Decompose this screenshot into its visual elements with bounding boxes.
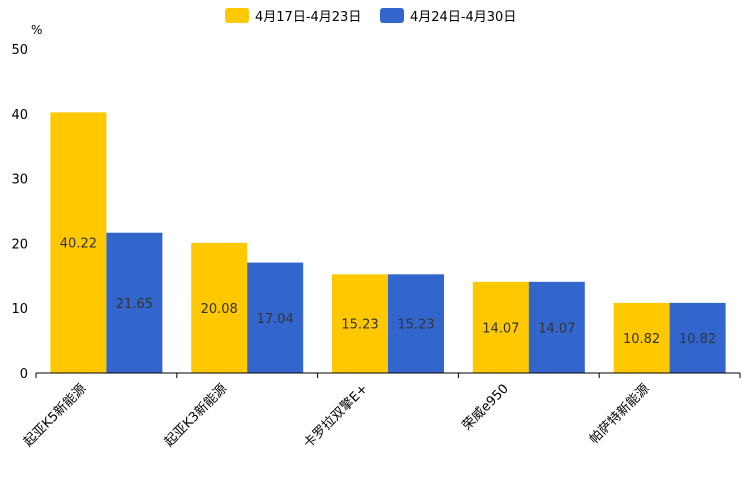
bar-1-1[interactable] xyxy=(50,112,107,374)
data-label-1-5: 10.82 xyxy=(623,332,660,347)
bar-1-5[interactable] xyxy=(613,302,670,373)
data-label-1-3: 15.23 xyxy=(341,318,378,333)
bar-2-3[interactable] xyxy=(388,274,444,373)
bar-1-3[interactable] xyxy=(332,274,388,373)
x-category-label: 帕萨特新能源 xyxy=(586,381,652,447)
x-category-label: 起亚K5新能源 xyxy=(20,381,89,450)
bar-1-2[interactable] xyxy=(191,242,248,373)
legend-label-series-1[interactable]: 4月17日-4月23日 xyxy=(255,10,361,25)
legend-swatch-series-1[interactable] xyxy=(225,8,249,23)
legend-swatch-series-2[interactable] xyxy=(380,8,404,23)
y-tick-label: 30 xyxy=(11,173,28,188)
legend-label-series-2[interactable]: 4月24日-4月30日 xyxy=(410,10,516,25)
x-axis-ticks xyxy=(35,373,741,378)
bar-2-5[interactable] xyxy=(669,302,726,373)
bar-1-4[interactable] xyxy=(472,281,529,373)
y-tick-label: 20 xyxy=(11,237,28,252)
data-label-2-3: 15.23 xyxy=(397,318,434,333)
x-category-label: 荣威e950 xyxy=(460,381,512,433)
data-label-1-4: 14.07 xyxy=(482,321,519,336)
data-label-1-1: 40.22 xyxy=(60,237,97,252)
x-axis-labels: 起亚K5新能源 起亚K3新能源 卡罗拉双擎E+ 荣威e950 帕萨特新能源 xyxy=(20,381,652,452)
data-label-1-2: 20.08 xyxy=(201,302,238,317)
bar-2-2[interactable] xyxy=(247,262,304,373)
y-tick-label: 10 xyxy=(11,302,28,317)
x-category-label: 起亚K3新能源 xyxy=(161,381,230,450)
y-tick-label: 50 xyxy=(11,43,28,58)
legend: 4月17日-4月23日 4月24日-4月30日 xyxy=(225,8,516,25)
y-axis-ticks: 0 10 20 30 40 50 xyxy=(11,43,28,382)
data-label-2-1: 21.65 xyxy=(116,297,153,312)
data-label-2-4: 14.07 xyxy=(538,321,575,336)
data-labels: 40.22 21.65 20.08 17.04 15.23 15.23 14.07 14.07… xyxy=(60,237,716,347)
y-tick-label: 0 xyxy=(20,367,28,382)
bar-2-4[interactable] xyxy=(528,281,585,373)
x-category-label: 卡罗拉双擎E+ xyxy=(301,381,371,451)
bars xyxy=(50,112,726,374)
bar-2-1[interactable] xyxy=(106,232,163,373)
y-tick-label: 40 xyxy=(11,108,28,123)
data-label-2-2: 17.04 xyxy=(257,312,294,327)
y-axis-unit-label: % xyxy=(31,23,42,37)
data-label-2-5: 10.82 xyxy=(679,332,716,347)
